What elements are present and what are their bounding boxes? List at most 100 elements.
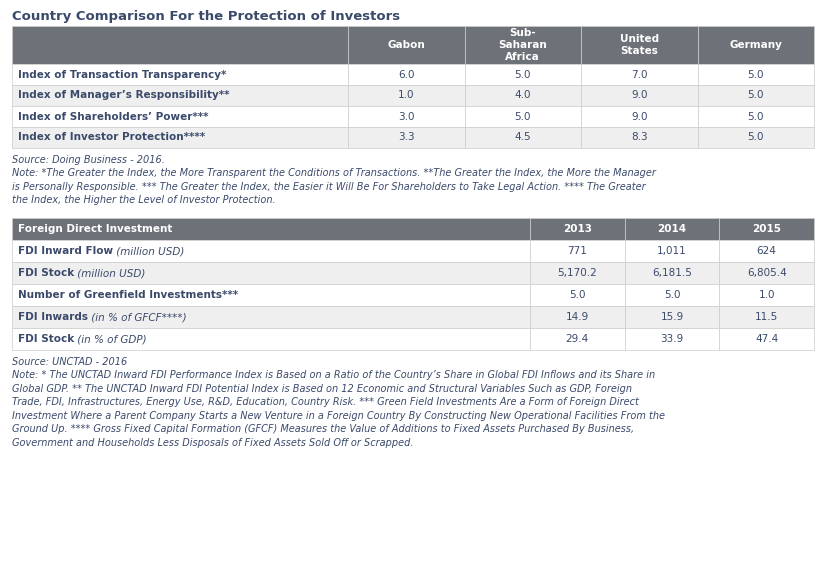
Text: 4.5: 4.5 [515, 132, 531, 143]
Text: Index of Manager’s Responsibility**: Index of Manager’s Responsibility** [18, 90, 230, 101]
Text: 5.0: 5.0 [748, 90, 764, 101]
Bar [12, 218, 530, 240]
Text: Index of Investor Protection****: Index of Investor Protection**** [18, 132, 205, 143]
Text: (in % of GDP): (in % of GDP) [74, 334, 147, 344]
Bar [12, 328, 530, 350]
Text: 9.0: 9.0 [631, 90, 648, 101]
Bar [581, 26, 697, 64]
Bar [12, 262, 530, 284]
Text: 1.0: 1.0 [758, 290, 775, 300]
Bar [348, 26, 464, 64]
Text: 5.0: 5.0 [515, 69, 531, 80]
Bar [530, 328, 624, 350]
Bar [12, 85, 348, 106]
Bar [581, 64, 697, 85]
Bar [581, 106, 697, 127]
Text: 47.4: 47.4 [755, 334, 778, 344]
Bar [464, 106, 581, 127]
Bar [464, 85, 581, 106]
Text: FDI Inwards: FDI Inwards [18, 312, 88, 322]
Bar [348, 106, 464, 127]
Text: Foreign Direct Investment: Foreign Direct Investment [18, 224, 173, 234]
Text: 5.0: 5.0 [748, 132, 764, 143]
Bar [12, 106, 348, 127]
Bar [624, 284, 719, 306]
Text: 9.0: 9.0 [631, 111, 648, 122]
Text: 5,170.2: 5,170.2 [558, 268, 597, 278]
Text: FDI Stock: FDI Stock [18, 268, 74, 278]
Text: Country Comparison For the Protection of Investors: Country Comparison For the Protection of… [12, 10, 400, 23]
Bar [348, 127, 464, 148]
Text: 3.0: 3.0 [398, 111, 415, 122]
Bar [530, 262, 624, 284]
Text: (million USD): (million USD) [74, 268, 145, 278]
Bar [624, 328, 719, 350]
Bar [719, 306, 814, 328]
Text: 2013: 2013 [563, 224, 592, 234]
Bar [530, 284, 624, 306]
Text: 4.0: 4.0 [515, 90, 531, 101]
Text: 15.9: 15.9 [660, 312, 684, 322]
Text: 2015: 2015 [752, 224, 781, 234]
Bar [12, 26, 348, 64]
Text: Index of Transaction Transparency*: Index of Transaction Transparency* [18, 69, 226, 80]
Text: 2014: 2014 [657, 224, 686, 234]
Bar [464, 64, 581, 85]
Text: 6,181.5: 6,181.5 [652, 268, 692, 278]
Bar [12, 306, 530, 328]
Bar [530, 306, 624, 328]
Bar [624, 218, 719, 240]
Text: 624: 624 [757, 246, 776, 256]
Text: 5.0: 5.0 [748, 111, 764, 122]
Bar [697, 64, 814, 85]
Bar [697, 85, 814, 106]
Bar [624, 262, 719, 284]
Text: 5.0: 5.0 [664, 290, 681, 300]
Text: Germany: Germany [729, 40, 782, 50]
Text: 14.9: 14.9 [566, 312, 589, 322]
Bar [464, 127, 581, 148]
Bar [719, 240, 814, 262]
Bar [12, 64, 348, 85]
Text: 11.5: 11.5 [755, 312, 778, 322]
Bar [697, 26, 814, 64]
Bar [12, 284, 530, 306]
Text: Number of Greenfield Investments***: Number of Greenfield Investments*** [18, 290, 238, 300]
Text: 5.0: 5.0 [569, 290, 586, 300]
Text: 1.0: 1.0 [398, 90, 415, 101]
Bar [530, 240, 624, 262]
Bar [719, 218, 814, 240]
Text: 771: 771 [567, 246, 587, 256]
Text: (in % of GFCF****): (in % of GFCF****) [88, 312, 187, 322]
Text: (million USD): (million USD) [113, 246, 184, 256]
Text: 29.4: 29.4 [566, 334, 589, 344]
Text: FDI Inward Flow: FDI Inward Flow [18, 246, 113, 256]
Text: Sub-
Saharan
Africa: Sub- Saharan Africa [498, 28, 547, 61]
Text: 6.0: 6.0 [398, 69, 415, 80]
Text: FDI Stock: FDI Stock [18, 334, 74, 344]
Bar [12, 127, 348, 148]
Bar [624, 306, 719, 328]
Text: United
States: United States [620, 34, 659, 56]
Text: 3.3: 3.3 [398, 132, 415, 143]
Bar [719, 284, 814, 306]
Text: 6,805.4: 6,805.4 [747, 268, 786, 278]
Bar [464, 26, 581, 64]
Text: 8.3: 8.3 [631, 132, 648, 143]
Bar [581, 85, 697, 106]
Bar [719, 262, 814, 284]
Bar [719, 328, 814, 350]
Text: 1,011: 1,011 [657, 246, 687, 256]
Bar [348, 85, 464, 106]
Text: 5.0: 5.0 [748, 69, 764, 80]
Bar [697, 127, 814, 148]
Bar [348, 64, 464, 85]
Bar [697, 106, 814, 127]
Text: 5.0: 5.0 [515, 111, 531, 122]
Text: 7.0: 7.0 [631, 69, 648, 80]
Text: Source: UNCTAD - 2016: Source: UNCTAD - 2016 [12, 357, 127, 367]
Text: Note: *The Greater the Index, the More Transparent the Conditions of Transaction: Note: *The Greater the Index, the More T… [12, 168, 656, 205]
Text: Source: Doing Business - 2016.: Source: Doing Business - 2016. [12, 155, 165, 165]
Bar [12, 240, 530, 262]
Bar [530, 218, 624, 240]
